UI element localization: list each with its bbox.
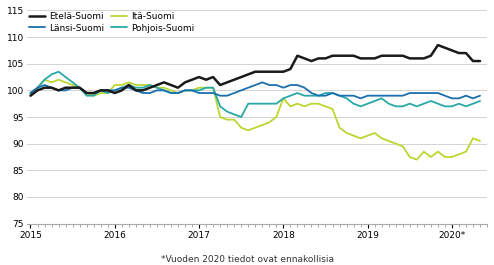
Etelä-Suomi — [477, 59, 483, 63]
Länsi-Suomi — [28, 91, 34, 95]
Pohjois-Suomi — [428, 99, 434, 103]
Pohjois-Suomi — [273, 102, 279, 105]
Line: Itä-Suomi: Itä-Suomi — [31, 80, 480, 160]
Itä-Suomi — [168, 89, 174, 92]
Pohjois-Suomi — [224, 110, 230, 113]
Itä-Suomi — [463, 150, 469, 153]
Etelä-Suomi — [133, 89, 139, 92]
Pohjois-Suomi — [463, 105, 469, 108]
Länsi-Suomi — [217, 94, 223, 97]
Etelä-Suomi — [463, 51, 469, 55]
Etelä-Suomi — [414, 57, 420, 60]
Etelä-Suomi — [259, 70, 265, 73]
Itä-Suomi — [266, 121, 272, 124]
Pohjois-Suomi — [140, 86, 146, 89]
Etelä-Suomi — [28, 94, 34, 97]
Länsi-Suomi — [358, 97, 364, 100]
Itä-Suomi — [140, 83, 146, 87]
Itä-Suomi — [428, 155, 434, 158]
Legend: Etelä-Suomi, Länsi-Suomi, Itä-Suomi, Pohjois-Suomi: Etelä-Suomi, Länsi-Suomi, Itä-Suomi, Poh… — [29, 12, 194, 33]
Line: Länsi-Suomi: Länsi-Suomi — [31, 82, 480, 98]
Itä-Suomi — [41, 78, 47, 81]
Länsi-Suomi — [161, 89, 167, 92]
Line: Etelä-Suomi: Etelä-Suomi — [31, 45, 480, 96]
Pohjois-Suomi — [477, 99, 483, 103]
Pohjois-Suomi — [56, 70, 62, 73]
Länsi-Suomi — [428, 91, 434, 95]
Itä-Suomi — [224, 118, 230, 121]
Pohjois-Suomi — [28, 91, 34, 95]
Itä-Suomi — [414, 158, 420, 161]
Text: *Vuoden 2020 tiedot ovat ennakollisia: *Vuoden 2020 tiedot ovat ennakollisia — [161, 255, 333, 264]
Pohjois-Suomi — [238, 116, 244, 119]
Pohjois-Suomi — [168, 91, 174, 95]
Länsi-Suomi — [266, 83, 272, 87]
Line: Pohjois-Suomi: Pohjois-Suomi — [31, 72, 480, 117]
Itä-Suomi — [28, 91, 34, 95]
Länsi-Suomi — [259, 81, 265, 84]
Länsi-Suomi — [463, 94, 469, 97]
Etelä-Suomi — [161, 81, 167, 84]
Länsi-Suomi — [133, 89, 139, 92]
Etelä-Suomi — [435, 43, 441, 47]
Itä-Suomi — [477, 139, 483, 143]
Etelä-Suomi — [217, 83, 223, 87]
Länsi-Suomi — [477, 94, 483, 97]
